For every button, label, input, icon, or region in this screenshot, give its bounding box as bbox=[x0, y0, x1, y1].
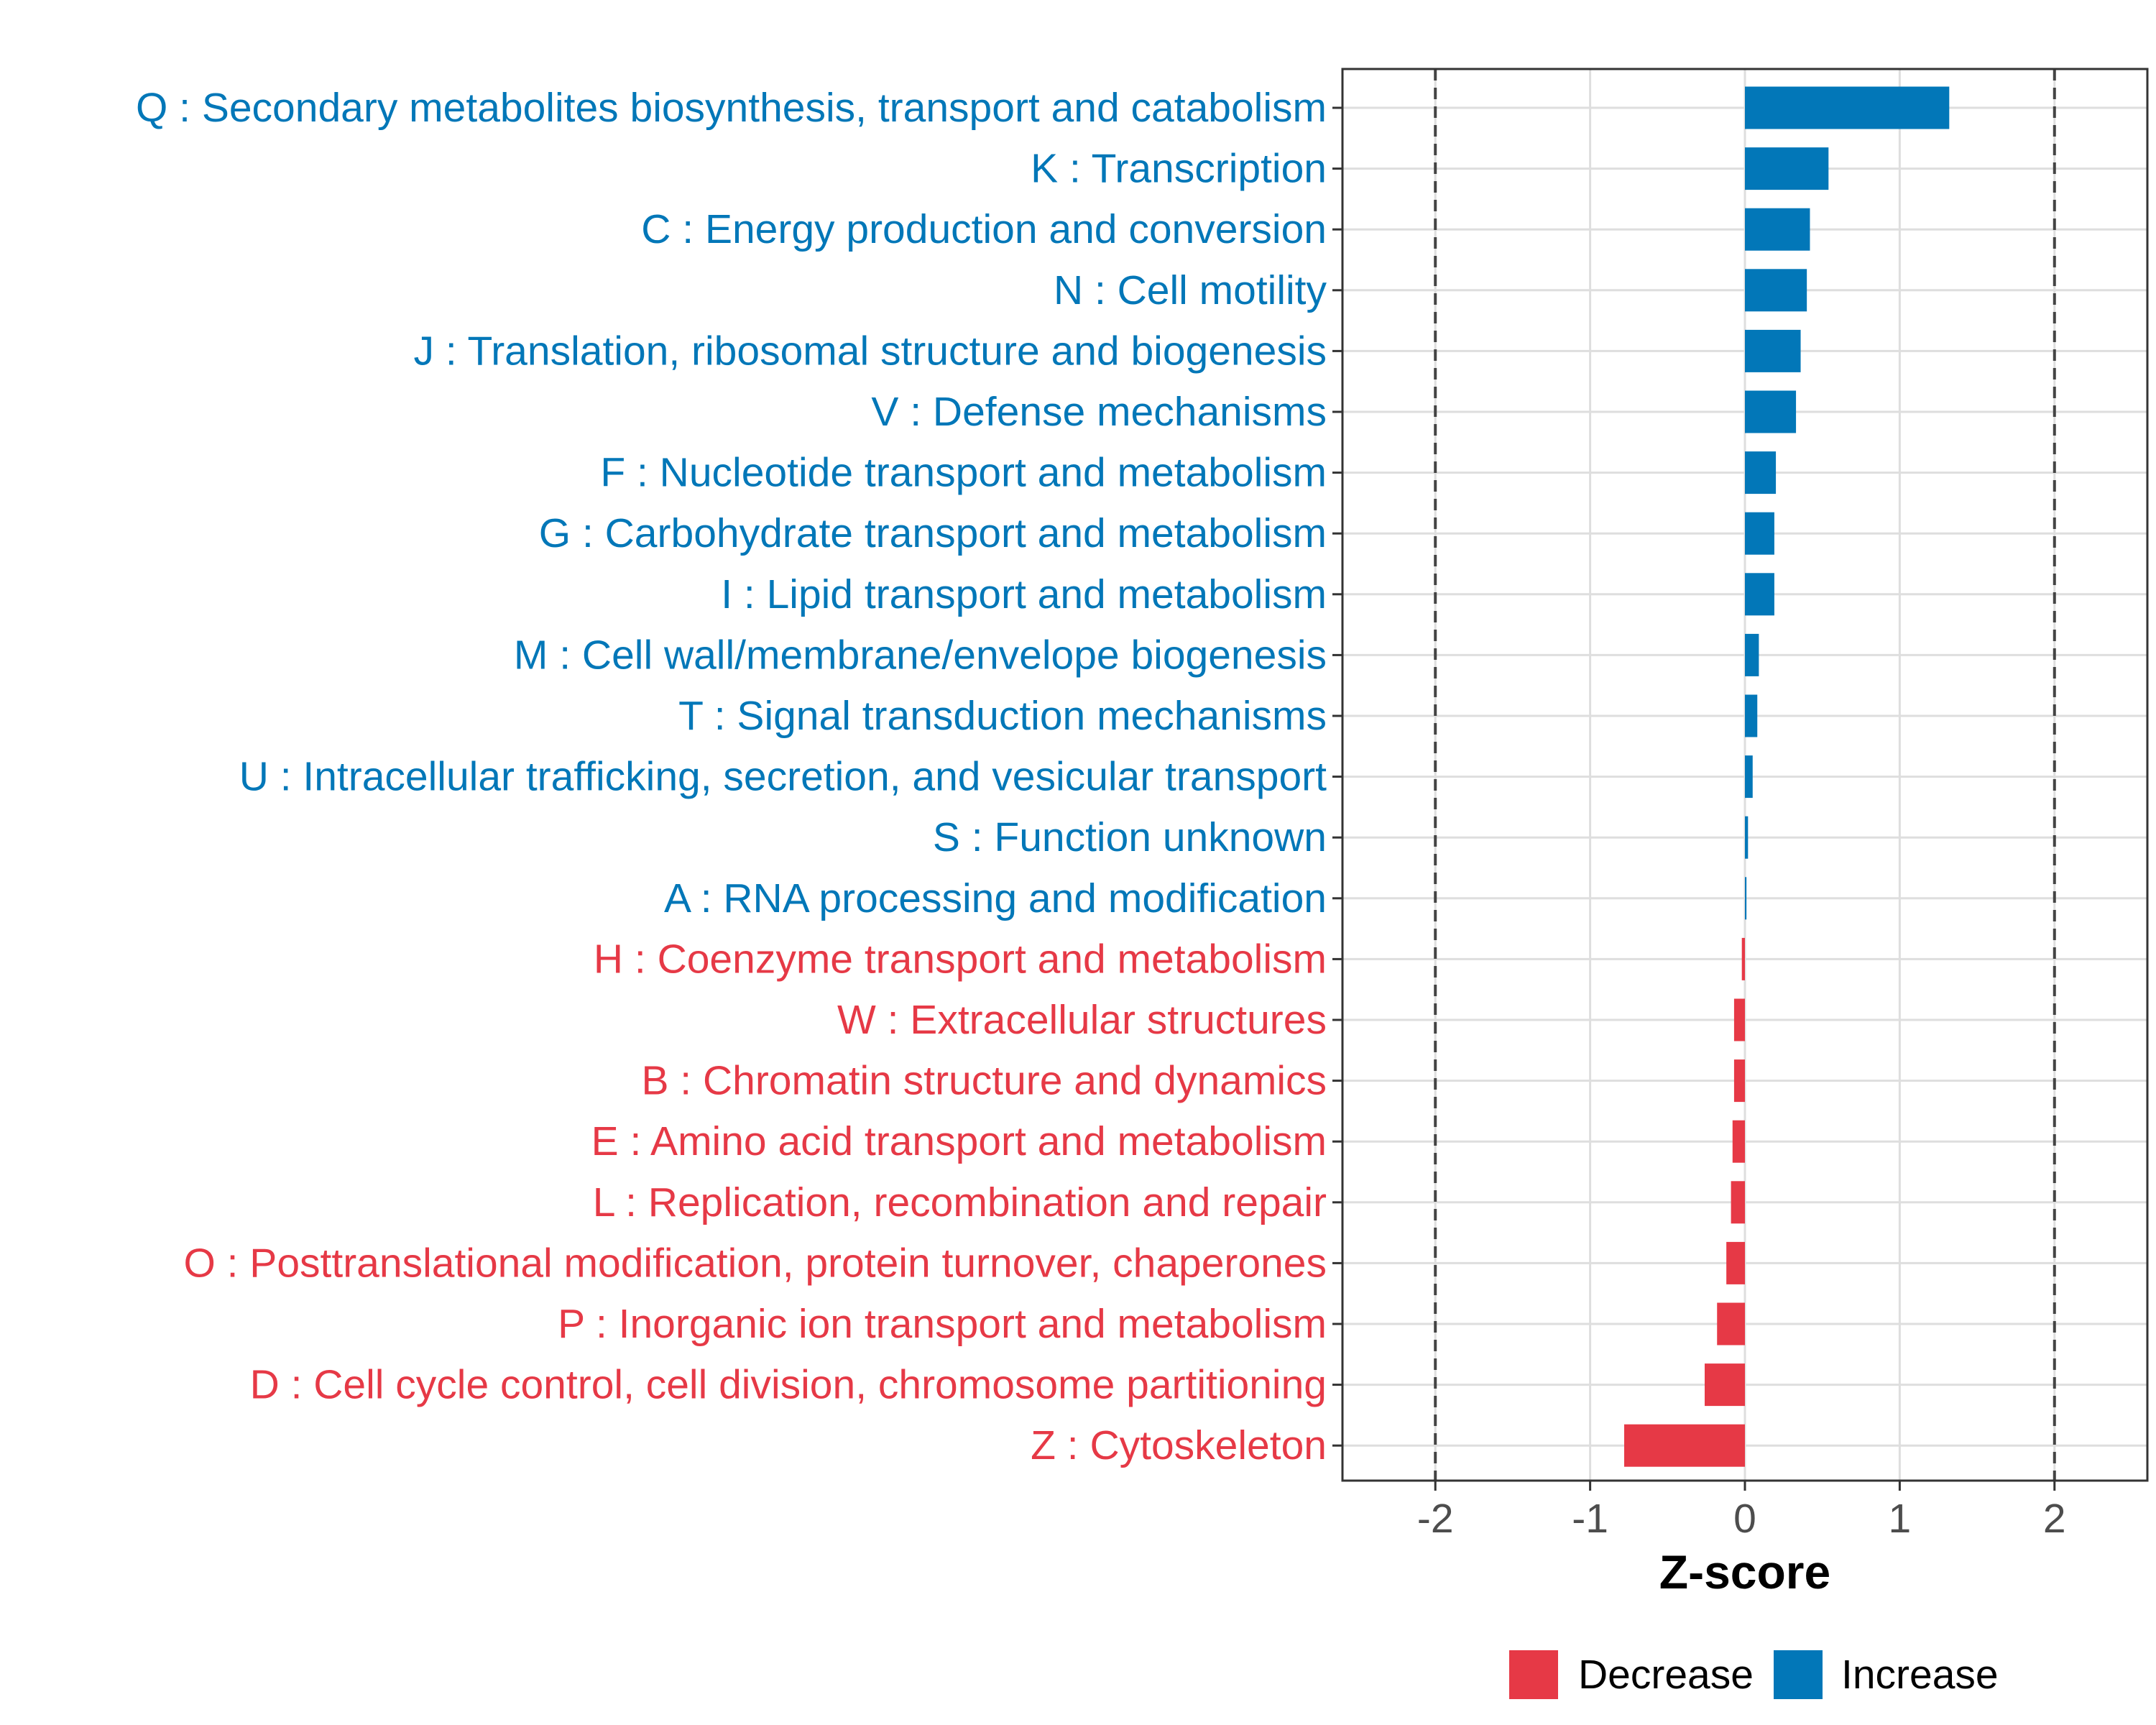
bar bbox=[1745, 877, 1747, 920]
category-label: K : Transcription bbox=[1031, 146, 1327, 192]
category-label: F : Nucleotide transport and metabolism bbox=[600, 450, 1327, 496]
bar bbox=[1731, 1181, 1745, 1224]
bar bbox=[1732, 1120, 1745, 1163]
x-axis-title: Z-score bbox=[1659, 1545, 1830, 1598]
category-label: O : Posttranslational modification, prot… bbox=[183, 1240, 1327, 1286]
category-label: J : Translation, ribosomal structure and… bbox=[414, 328, 1327, 374]
bar bbox=[1745, 816, 1749, 859]
bar bbox=[1705, 1363, 1745, 1407]
category-label: P : Inorganic ion transport and metaboli… bbox=[558, 1301, 1327, 1347]
category-label: D : Cell cycle control, cell division, c… bbox=[250, 1362, 1327, 1408]
category-label: M : Cell wall/membrane/envelope biogenes… bbox=[514, 632, 1327, 678]
x-tick-label: -1 bbox=[1572, 1496, 1608, 1542]
bar bbox=[1745, 694, 1758, 737]
category-labels: Q : Secondary metabolites biosynthesis, … bbox=[136, 85, 1327, 1468]
bar bbox=[1726, 1241, 1745, 1284]
bar bbox=[1745, 208, 1810, 251]
category-label: I : Lipid transport and metabolism bbox=[721, 571, 1327, 617]
category-label: S : Function unknown bbox=[933, 814, 1327, 860]
bar bbox=[1745, 512, 1774, 555]
x-tick-label: 1 bbox=[1889, 1496, 1912, 1542]
bar bbox=[1745, 86, 1950, 129]
bar bbox=[1717, 1302, 1745, 1346]
legend-label: Increase bbox=[1841, 1652, 1999, 1698]
category-label: W : Extracellular structures bbox=[837, 997, 1327, 1043]
bar bbox=[1745, 269, 1807, 312]
category-label: N : Cell motility bbox=[1054, 267, 1327, 313]
category-label: H : Coenzyme transport and metabolism bbox=[594, 936, 1327, 982]
category-label: B : Chromatin structure and dynamics bbox=[641, 1058, 1327, 1104]
category-label: C : Energy production and conversion bbox=[641, 206, 1327, 252]
bar bbox=[1745, 755, 1753, 799]
bar bbox=[1745, 573, 1774, 616]
bar bbox=[1745, 390, 1797, 433]
category-label: Z : Cytoskeleton bbox=[1031, 1422, 1327, 1468]
category-label: G : Carbohydrate transport and metabolis… bbox=[539, 510, 1327, 556]
legend: Decrease Increase bbox=[1509, 1650, 1999, 1699]
x-tick-label: 0 bbox=[1733, 1496, 1756, 1542]
legend-key bbox=[1509, 1650, 1558, 1699]
bar bbox=[1733, 1059, 1745, 1103]
category-label: U : Intracellular trafficking, secretion… bbox=[239, 754, 1327, 800]
axis-ticks: -2 -1 0 1 2 bbox=[1332, 106, 2066, 1542]
x-tick-label: -2 bbox=[1417, 1496, 1454, 1542]
bar bbox=[1733, 998, 1745, 1041]
bar bbox=[1745, 633, 1759, 676]
bars bbox=[1624, 86, 1950, 1467]
category-label: V : Defense mechanisms bbox=[871, 389, 1327, 435]
category-label: Q : Secondary metabolites biosynthesis, … bbox=[136, 85, 1327, 131]
bar bbox=[1741, 937, 1745, 980]
category-label: T : Signal transduction mechanisms bbox=[678, 693, 1327, 739]
category-label: A : RNA processing and modification bbox=[664, 875, 1327, 921]
bar bbox=[1745, 451, 1777, 494]
bar bbox=[1745, 147, 1829, 190]
x-tick-label: 2 bbox=[2043, 1496, 2066, 1542]
bar bbox=[1624, 1424, 1745, 1467]
legend-key bbox=[1774, 1650, 1823, 1699]
bar bbox=[1745, 329, 1801, 372]
category-label: E : Amino acid transport and metabolism bbox=[591, 1118, 1327, 1164]
category-label: L : Replication, recombination and repai… bbox=[593, 1179, 1327, 1225]
legend-label: Decrease bbox=[1578, 1652, 1754, 1698]
